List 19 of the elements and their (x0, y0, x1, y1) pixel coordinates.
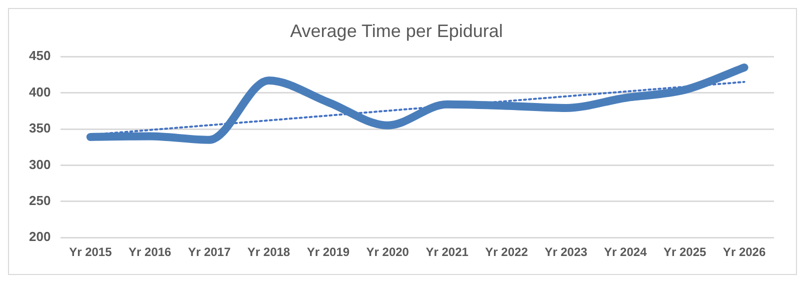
x-tick-label: Yr 2020 (366, 245, 410, 260)
x-tick-label: Yr 2025 (663, 245, 707, 260)
x-tick-label: Yr 2026 (722, 245, 766, 260)
y-tick-label: 250 (28, 192, 51, 208)
y-tick-label: 350 (28, 120, 51, 136)
x-tick-label: Yr 2023 (544, 245, 588, 260)
x-tick-label: Yr 2021 (426, 245, 469, 260)
chart-title: Average Time per Epidural (290, 20, 503, 41)
x-tick-label: Yr 2016 (128, 245, 172, 260)
x-tick-label: Yr 2017 (188, 245, 231, 260)
y-tick-label: 300 (28, 156, 51, 172)
y-tick-label: 200 (28, 229, 51, 244)
x-tick-label: Yr 2015 (69, 245, 112, 260)
x-tick-label: Yr 2019 (306, 245, 350, 260)
x-tick-label: Yr 2024 (604, 245, 648, 260)
x-tick-label: Yr 2022 (485, 245, 528, 260)
x-tick-label: Yr 2018 (247, 245, 290, 260)
y-tick-label: 400 (28, 84, 51, 100)
y-tick-label: 450 (28, 48, 51, 64)
